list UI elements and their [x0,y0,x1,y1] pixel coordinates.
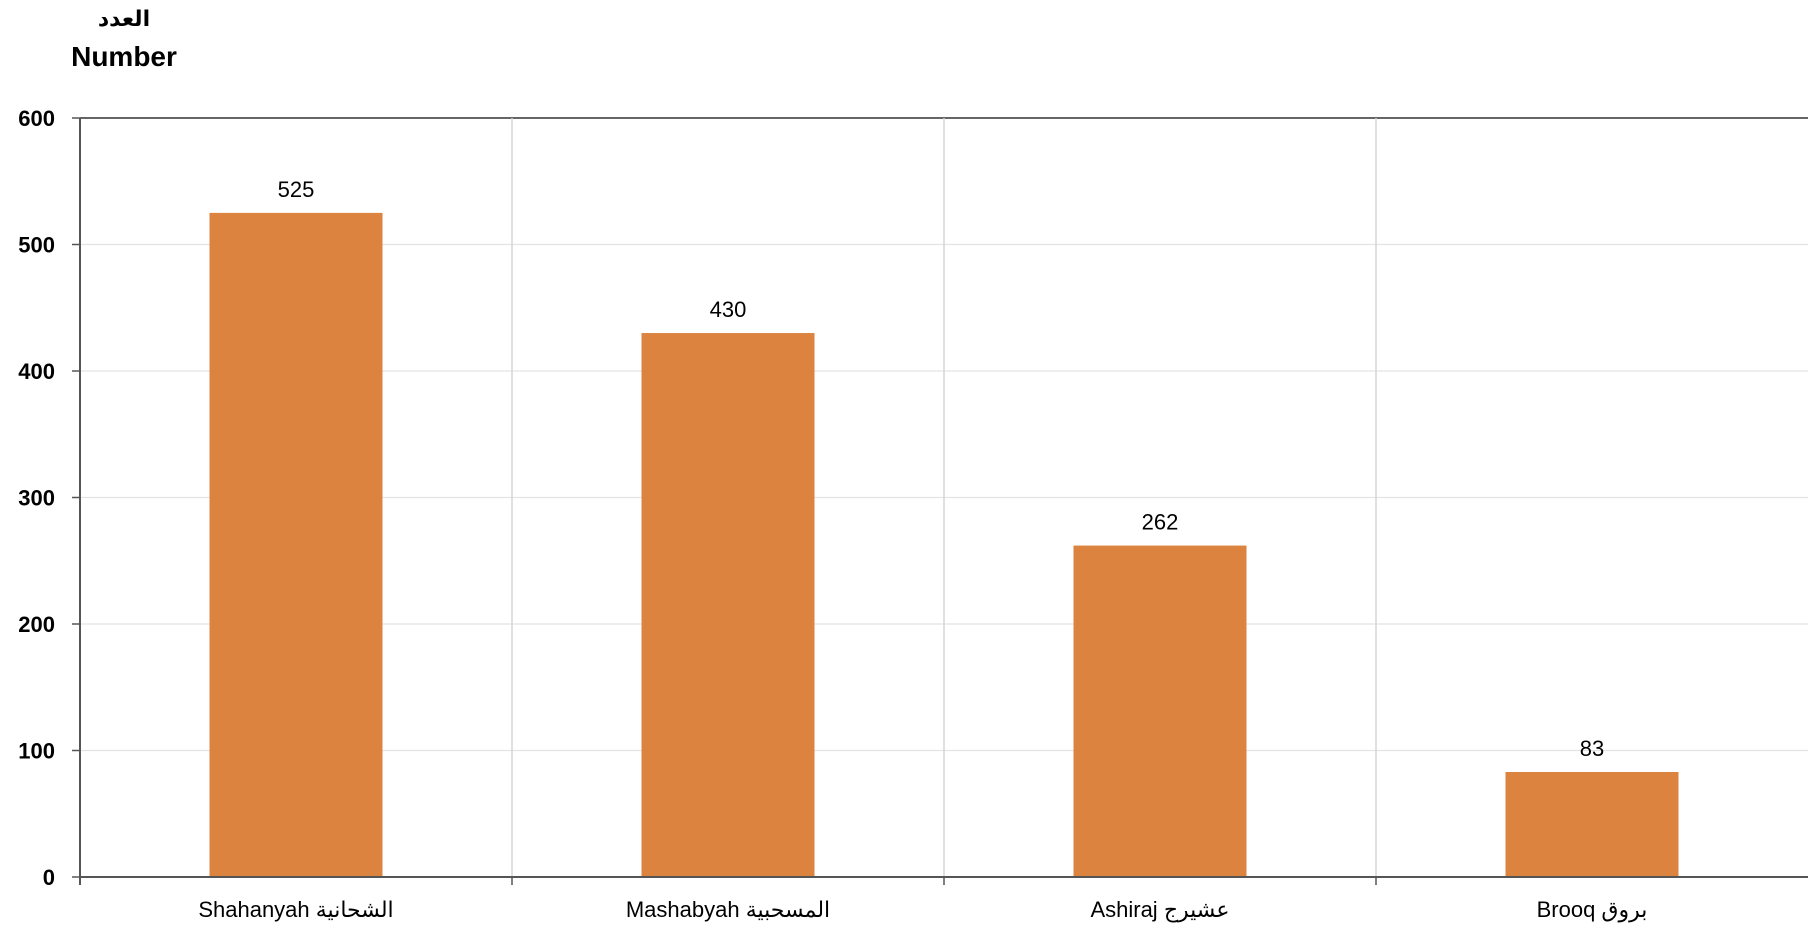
data-label: 525 [278,177,315,202]
y-tick-label: 500 [18,233,55,258]
x-tick-label: Ashiraj عشيرج [1090,897,1229,923]
labels: 525 Shahanyah الشحانية 430 Mashabyah المسحب… [18,106,1647,923]
data-label: 262 [1142,510,1179,535]
y-axis-label-arabic: العدد [98,6,150,31]
y-tick-label: 600 [18,106,55,131]
y-tick-label: 300 [18,486,55,511]
axes [72,117,1808,885]
x-tick-label: Shahanyah الشحانية [198,897,393,922]
x-tick-label: Brooq بروق [1537,897,1648,922]
bars [209,212,1679,877]
y-tick-label: 0 [43,865,55,890]
y-axis-label: Number [71,41,177,72]
bar [641,333,815,877]
x-tick-label: Mashabyah المسحبية [626,897,830,922]
data-label: 83 [1580,736,1604,761]
y-tick-label: 200 [18,612,55,637]
bar [1073,545,1247,877]
bar [209,212,383,877]
data-label: 430 [710,297,747,322]
y-tick-label: 100 [18,739,55,764]
bar [1505,772,1679,877]
y-tick-label: 400 [18,359,55,384]
